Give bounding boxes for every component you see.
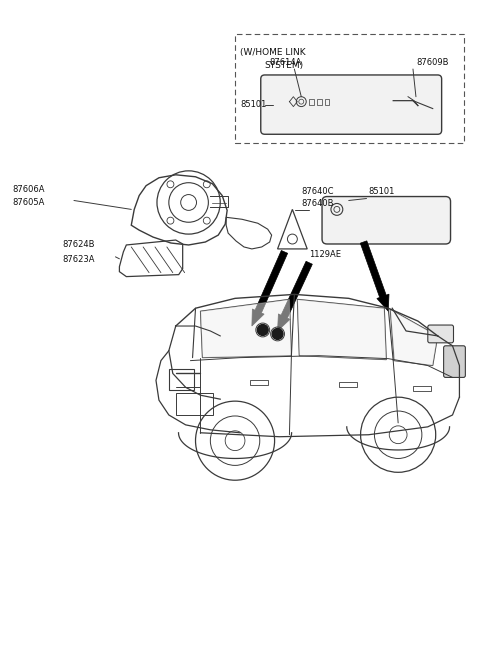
Polygon shape	[390, 309, 438, 365]
FancyBboxPatch shape	[444, 346, 466, 377]
Polygon shape	[252, 251, 288, 326]
Text: SYSTEM): SYSTEM)	[264, 61, 304, 70]
Text: (W/HOME LINK: (W/HOME LINK	[240, 49, 306, 57]
Text: 87623A: 87623A	[62, 255, 95, 264]
Text: 87640C: 87640C	[301, 186, 334, 195]
Polygon shape	[277, 261, 312, 331]
Text: 87640B: 87640B	[301, 199, 334, 209]
Bar	[176, 393, 213, 415]
Polygon shape	[201, 299, 291, 358]
Bar	[317, 98, 322, 104]
Bar	[413, 386, 431, 391]
Text: 87624B: 87624B	[62, 240, 95, 249]
Text: 87614A: 87614A	[270, 58, 302, 67]
Text: 85101: 85101	[240, 100, 266, 109]
Text: 85101: 85101	[369, 186, 395, 195]
Polygon shape	[297, 299, 386, 359]
Text: 87609B: 87609B	[416, 58, 448, 67]
FancyBboxPatch shape	[322, 197, 451, 244]
Bar	[324, 98, 329, 104]
Text: 87606A: 87606A	[12, 184, 45, 194]
Bar	[169, 369, 193, 390]
Circle shape	[257, 325, 268, 335]
Polygon shape	[360, 241, 389, 311]
Circle shape	[272, 329, 283, 339]
Text: 1129AE: 1129AE	[309, 250, 341, 259]
Bar	[309, 98, 313, 104]
FancyBboxPatch shape	[428, 325, 454, 343]
Bar	[339, 382, 357, 387]
Bar	[250, 380, 268, 385]
FancyBboxPatch shape	[261, 75, 442, 134]
Bar	[235, 34, 464, 143]
Text: 87605A: 87605A	[12, 198, 45, 207]
